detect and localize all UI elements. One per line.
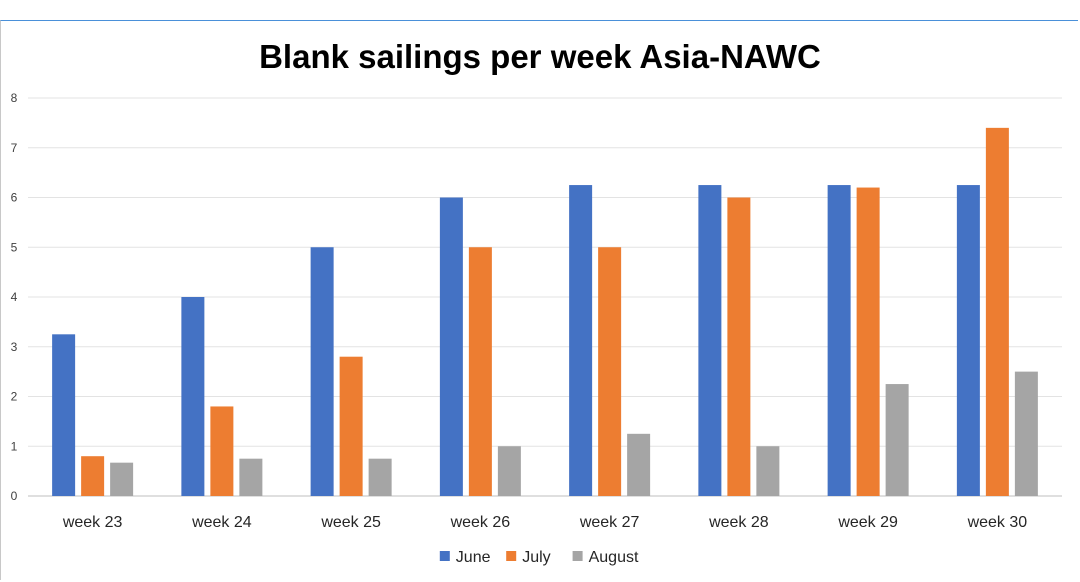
x-tick-label: week 27	[579, 514, 640, 531]
x-tick-label: week 26	[450, 514, 511, 531]
bar-july-week-29	[856, 187, 880, 497]
bar-august-week-30	[1014, 371, 1038, 496]
bar-july-week-26	[468, 247, 492, 496]
bar-august-week-29	[885, 384, 909, 496]
bar-june-week-30	[956, 185, 980, 496]
bar-june-week-28	[698, 185, 722, 496]
x-tick-label: week 25	[320, 514, 381, 531]
bar-august-week-25	[368, 458, 392, 496]
y-tick-label: 4	[11, 290, 18, 304]
y-tick-label: 2	[11, 390, 18, 404]
y-tick-label: 0	[11, 489, 18, 503]
x-tick-label: week 24	[191, 514, 252, 531]
bar-june-week-25	[310, 247, 334, 496]
bar-july-week-24	[210, 406, 234, 496]
legend-swatch-june	[439, 551, 450, 561]
bar-june-week-23	[52, 334, 76, 496]
legend-label-june: June	[456, 549, 491, 566]
bar-july-week-25	[339, 356, 363, 496]
bar-august-week-26	[497, 446, 521, 496]
legend-label-august: August	[589, 549, 639, 566]
bar-june-week-27	[569, 185, 593, 496]
bar-july-week-28	[727, 197, 751, 496]
y-tick-label: 7	[11, 141, 18, 155]
bar-june-week-29	[827, 185, 851, 496]
y-tick-label: 6	[11, 191, 18, 205]
bar-june-week-26	[439, 197, 463, 496]
bar-july-week-23	[81, 456, 105, 496]
bars	[52, 127, 1038, 497]
y-tick-label: 5	[11, 240, 18, 254]
x-tick-label: week 23	[62, 514, 123, 531]
x-tick-label: week 29	[837, 514, 898, 531]
legend-swatch-august	[572, 551, 583, 561]
chart-title: Blank sailings per week Asia-NAWC	[259, 38, 821, 75]
bar-august-week-23	[110, 462, 134, 496]
y-tick-label: 8	[11, 91, 18, 105]
bar-august-week-24	[239, 458, 263, 496]
y-tick-label: 3	[11, 340, 18, 354]
y-axis-ticks: 0 1 2 3 4 5 6 7 8	[11, 91, 18, 503]
x-tick-label: week 30	[967, 514, 1028, 531]
x-tick-label: week 28	[708, 514, 769, 531]
bar-june-week-24	[181, 297, 205, 496]
x-axis-ticks: week 23 week 24 week 25 week 26 week 27 week …	[62, 514, 1027, 531]
legend: June July August	[439, 549, 639, 566]
y-tick-label: 1	[11, 439, 18, 453]
bar-july-week-30	[985, 127, 1009, 496]
legend-swatch-july	[506, 551, 517, 561]
legend-label-july: July	[522, 549, 550, 566]
bar-august-week-27	[627, 433, 651, 496]
bar-july-week-27	[598, 247, 622, 496]
bar-august-week-28	[756, 446, 780, 496]
